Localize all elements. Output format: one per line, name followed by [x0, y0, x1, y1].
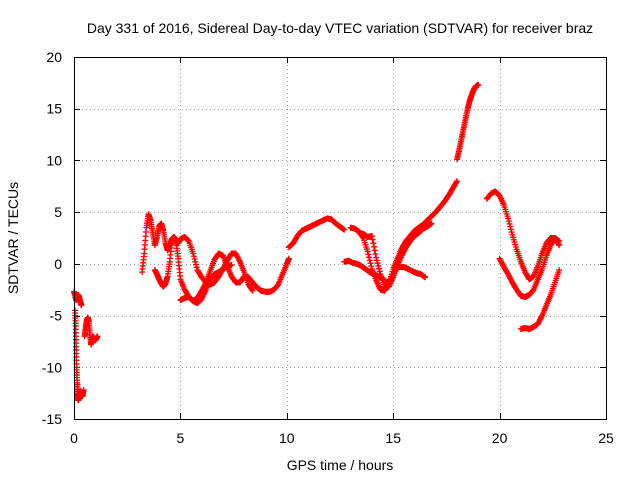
data-point-marker [422, 274, 429, 281]
data-point-marker [193, 264, 200, 271]
data-point-marker [192, 258, 199, 265]
data-point-marker [80, 387, 87, 394]
y-tick-label: 0 [54, 256, 62, 272]
data-point-marker [454, 178, 461, 185]
data-point-marker [285, 255, 292, 262]
data-point-marker [367, 260, 374, 267]
data-point-marker [428, 220, 435, 227]
data-point-marker [190, 250, 197, 257]
data-point-marker [191, 256, 198, 263]
data-point-marker [376, 268, 383, 275]
y-tick-label: 20 [46, 49, 62, 65]
y-tick-label: -5 [50, 308, 63, 324]
data-point-marker [506, 220, 513, 227]
data-point-marker [369, 236, 376, 243]
data-point-marker [78, 302, 85, 309]
data-points [71, 81, 563, 404]
tick-labels: 0 5 10 15 20 25 -15 -10 -5 0 5 10 15 20 [42, 49, 614, 446]
data-point-marker [366, 254, 373, 261]
data-point-marker [190, 253, 197, 260]
x-tick-label: 25 [598, 430, 614, 446]
data-point-marker [373, 254, 380, 261]
x-axis-label: GPS time / hours [287, 457, 394, 473]
data-point-marker [364, 248, 371, 255]
x-tick-label: 20 [492, 430, 508, 446]
data-point-marker [365, 251, 372, 258]
data-point-marker [373, 257, 380, 264]
data-point-marker [508, 229, 515, 236]
data-point-marker [249, 287, 256, 294]
data-point-marker [375, 262, 382, 269]
data-point-marker [370, 240, 377, 247]
chart-title: Day 331 of 2016, Sidereal Day-to-day VTE… [87, 20, 593, 36]
plot-frame [74, 57, 607, 420]
data-point-marker [507, 223, 514, 230]
data-point-marker [366, 257, 373, 264]
x-tick-label: 10 [279, 430, 295, 446]
data-point-marker [249, 286, 256, 293]
x-tick-label: 15 [385, 430, 401, 446]
data-point-marker [453, 179, 460, 186]
data-point-marker [505, 218, 512, 225]
grid-lines [74, 57, 606, 419]
data-point-marker [475, 81, 482, 88]
x-tick-label: 5 [177, 430, 185, 446]
data-point-marker [372, 251, 379, 258]
data-point-marker [374, 260, 381, 267]
data-point-marker [368, 232, 375, 239]
y-tick-label: 5 [54, 204, 62, 220]
data-point-marker [193, 261, 200, 268]
y-tick-label: -15 [42, 411, 62, 427]
y-tick-label: 15 [46, 101, 62, 117]
data-point-marker [368, 263, 375, 270]
data-point-marker [507, 226, 514, 233]
y-tick-label: -10 [42, 359, 62, 375]
y-tick-label: 10 [46, 152, 62, 168]
data-point-marker [341, 226, 348, 233]
data-point-marker [371, 243, 378, 250]
data-point-marker [228, 261, 235, 268]
data-point-marker [556, 267, 563, 274]
data-point-marker [505, 215, 512, 222]
data-point-marker [94, 333, 101, 340]
data-point-marker [556, 238, 563, 245]
data-point-marker [376, 265, 383, 272]
data-point-marker [371, 247, 378, 254]
y-axis-label: SDTVAR / TECUs [5, 182, 21, 294]
x-tick-label: 0 [70, 430, 78, 446]
